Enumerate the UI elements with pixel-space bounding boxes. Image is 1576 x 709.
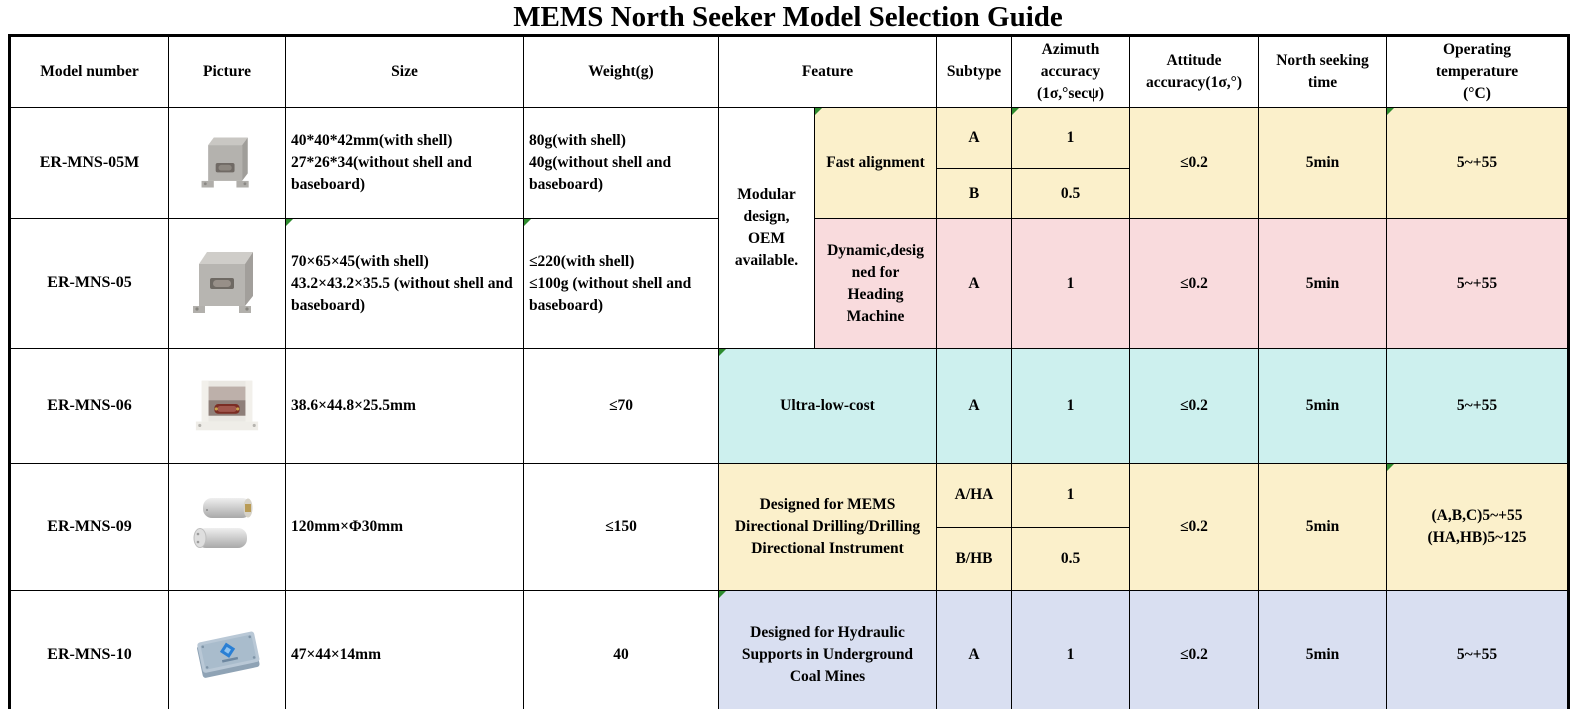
temperature-cell: (A,B,C)5~+55 (HA,HB)5~125 bbox=[1386, 463, 1569, 591]
model-cell: ER-MNS-05 bbox=[9, 218, 169, 349]
col-header-model: Model number bbox=[9, 35, 169, 108]
temperature-cell: 5~+55 bbox=[1386, 348, 1569, 464]
table-subrow: B/HB 0.5 bbox=[10, 526, 1569, 591]
picture-cell bbox=[168, 590, 286, 709]
col-header-north: North seeking time bbox=[1258, 35, 1387, 108]
header-row: Model number Picture Size Weight(g) Feat… bbox=[9, 35, 1569, 108]
picture-cell bbox=[168, 463, 286, 591]
table-row: ER-MNS-06 38.6×44.8×25.5mm ≤70 Ultra bbox=[9, 348, 1569, 464]
model-cell: ER-MNS-06 bbox=[9, 348, 169, 464]
picture-cell bbox=[168, 107, 286, 219]
attitude-cell: ≤0.2 bbox=[1129, 348, 1259, 464]
table-row: ER-MNS-09 120m bbox=[9, 463, 1569, 591]
north-time-cell: 5min bbox=[1258, 218, 1387, 349]
feature-cell: Designed for MEMS Directional Drilling/D… bbox=[718, 463, 937, 591]
subtype-cell: B bbox=[936, 168, 1012, 219]
subtype-cell: A bbox=[936, 218, 1012, 349]
subtype-cell: B/HB bbox=[936, 526, 1012, 591]
table-subrow: B 0.5 bbox=[10, 168, 1569, 219]
attitude-cell: ≤0.2 bbox=[1129, 590, 1259, 709]
model-cell: ER-MNS-10 bbox=[9, 590, 169, 709]
subtype-cell: A bbox=[936, 348, 1012, 464]
col-header-attitude: Attitude accuracy(1σ,°) bbox=[1129, 35, 1259, 108]
size-cell: 120mm×Φ30mm bbox=[285, 463, 524, 591]
weight-cell: 40 bbox=[523, 590, 719, 709]
azimuth-cell: 0.5 bbox=[1011, 168, 1130, 219]
temperature-cell: 5~+55 bbox=[1386, 218, 1569, 349]
north-time-cell: 5min bbox=[1258, 107, 1387, 219]
page-title: MEMS North Seeker Model Selection Guide bbox=[513, 1, 1063, 33]
north-time-cell: 5min bbox=[1258, 348, 1387, 464]
weight-cell: 80g(with shell) 40g(without shell and ba… bbox=[523, 107, 719, 219]
north-time-cell: 5min bbox=[1258, 463, 1387, 591]
weight-cell: ≤220(with shell) ≤100g (without shell an… bbox=[523, 218, 719, 349]
model-selection-table: Model number Picture Size Weight(g) Feat… bbox=[8, 34, 1570, 709]
feature-cell: Designed for Hydraulic Supports in Under… bbox=[718, 590, 937, 709]
product-photo-er-mns-05m bbox=[170, 130, 285, 196]
size-cell: 70×65×45(with shell) 43.2×43.2×35.5 (wit… bbox=[285, 218, 524, 349]
table-row: ER-MNS-10 47×44×14mm 40 bbox=[9, 590, 1569, 709]
feature-cell: Dynamic,desig ned for Heading Machine bbox=[814, 218, 937, 349]
product-photo-er-mns-10 bbox=[170, 613, 285, 697]
col-header-temperature: Operating temperature (°C) bbox=[1386, 35, 1569, 108]
product-photo-er-mns-09 bbox=[170, 486, 285, 568]
col-header-subtype: Subtype bbox=[936, 35, 1012, 108]
size-cell: 40*40*42mm(with shell) 27*26*34(without … bbox=[285, 107, 524, 219]
azimuth-cell: 1 bbox=[1011, 106, 1130, 170]
azimuth-cell: 1 bbox=[1011, 218, 1130, 349]
picture-cell bbox=[168, 348, 286, 464]
north-time-cell: 5min bbox=[1258, 590, 1387, 709]
feature-cell: Fast alignment bbox=[814, 107, 937, 219]
subtype-cell: A bbox=[936, 590, 1012, 709]
picture-cell bbox=[168, 218, 286, 349]
size-cell: 47×44×14mm bbox=[285, 590, 524, 709]
subtype-cell: A/HA bbox=[936, 463, 1012, 528]
size-cell: 38.6×44.8×25.5mm bbox=[285, 348, 524, 464]
col-header-picture: Picture bbox=[168, 35, 286, 108]
azimuth-cell: 1 bbox=[1011, 590, 1130, 709]
feature-cell: Ultra-low-cost bbox=[718, 348, 937, 464]
weight-cell: ≤70 bbox=[523, 348, 719, 464]
col-header-azimuth: Azimuth accuracy (1σ,°secψ) bbox=[1011, 35, 1130, 108]
model-cell: ER-MNS-09 bbox=[9, 463, 169, 591]
table-row: ER-MNS-05 70×65×45(with shell) 43.2×43.2… bbox=[9, 218, 1569, 349]
azimuth-cell: 0.5 bbox=[1011, 526, 1130, 591]
table-row: ER-MNS-05M 40*40*42mm(with shell) 27*26*… bbox=[9, 106, 1569, 349]
temperature-cell: 5~+55 bbox=[1386, 590, 1569, 709]
product-photo-er-mns-06 bbox=[170, 371, 285, 441]
product-photo-er-mns-05 bbox=[170, 242, 285, 326]
feature-shared-cell: Modular design, OEM available. bbox=[718, 107, 815, 349]
weight-cell: ≤150 bbox=[523, 463, 719, 591]
attitude-cell: ≤0.2 bbox=[1129, 218, 1259, 349]
attitude-cell: ≤0.2 bbox=[1129, 463, 1259, 591]
col-header-feature: Feature bbox=[718, 35, 937, 108]
azimuth-cell: 1 bbox=[1011, 463, 1130, 528]
temperature-cell: 5~+55 bbox=[1386, 107, 1569, 219]
model-cell: ER-MNS-05M bbox=[9, 107, 169, 219]
attitude-cell: ≤0.2 bbox=[1129, 107, 1259, 219]
subtype-cell: A bbox=[936, 106, 1012, 170]
col-header-weight: Weight(g) bbox=[523, 35, 719, 108]
azimuth-cell: 1 bbox=[1011, 348, 1130, 464]
col-header-size: Size bbox=[285, 35, 524, 108]
